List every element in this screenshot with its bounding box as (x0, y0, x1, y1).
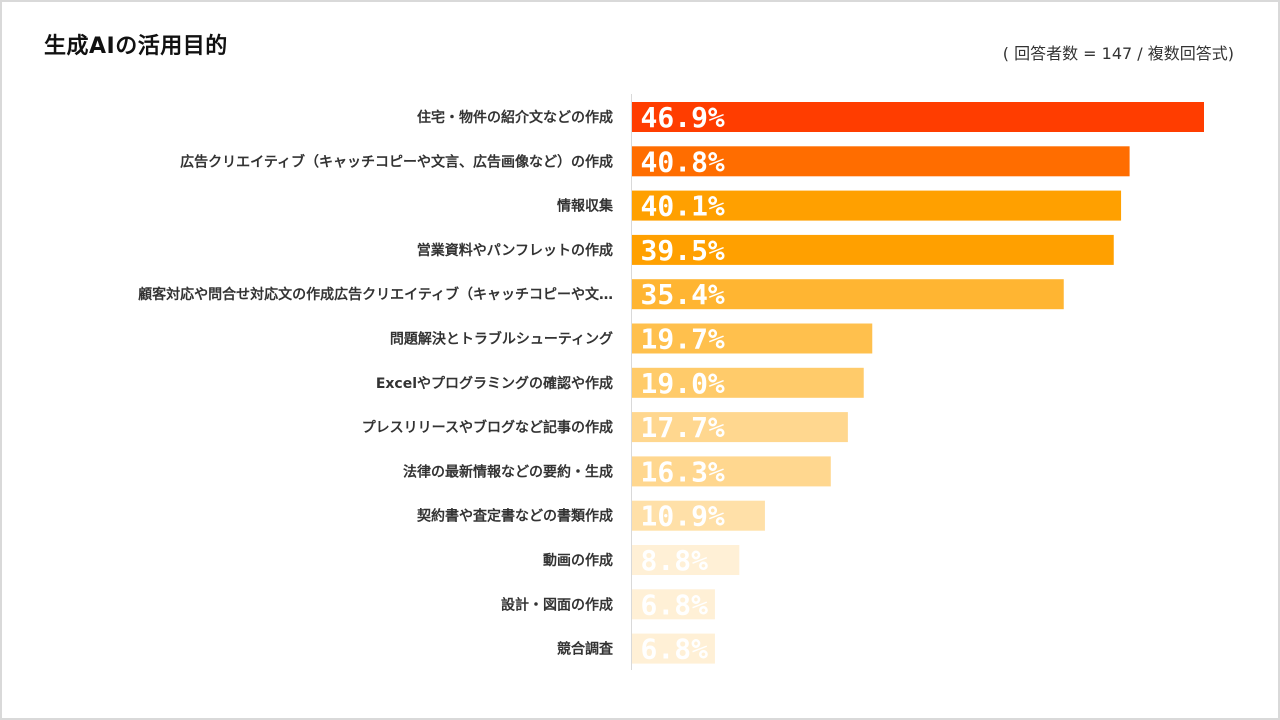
category-label: 法律の最新情報などの要約・生成 (403, 463, 613, 480)
chart-title: 生成AIの活用目的 (44, 34, 228, 59)
category-label: 契約書や査定書などの書類作成 (416, 508, 613, 525)
bar (632, 500, 765, 531)
category-label: Excelやプログラミングの確認や作成 (376, 375, 613, 392)
bar (632, 456, 831, 487)
category-label: 情報収集 (557, 198, 614, 215)
bar (632, 323, 873, 354)
category-label: 設計・図面の作成 (501, 596, 613, 613)
bar (632, 589, 715, 620)
data-label: 35.4% (641, 278, 725, 311)
respondent-note: ( 回答者数 = 147 / 複数回答式) (1002, 44, 1234, 63)
data-label: 8.8% (641, 544, 709, 577)
data-label: 40.8% (641, 145, 725, 178)
category-label: 営業資料やパンフレットの作成 (417, 242, 613, 259)
bar (632, 412, 848, 443)
bar (632, 545, 740, 575)
bar (632, 633, 715, 664)
category-label: 問題解決とトラブルシューティング (390, 331, 613, 348)
data-label: 19.0% (641, 367, 725, 400)
category-label: 広告クリエイティブ（キャッチコピーや文言、広告画像など）の作成 (180, 153, 613, 170)
data-label: 16.3% (641, 455, 725, 488)
bar (632, 190, 1122, 221)
category-label: プレスリリースやブログなど記事の作成 (362, 419, 613, 436)
data-label: 17.7% (641, 411, 725, 444)
bar (632, 102, 1204, 132)
data-label: 39.5% (641, 234, 725, 267)
data-label: 19.7% (641, 323, 725, 356)
data-label: 46.9% (641, 101, 725, 134)
bar (632, 234, 1114, 265)
bar (632, 279, 1064, 310)
category-label: 顧客対応や問合せ対応文の作成広告クリエイティブ（キャッチコピーや文… (138, 286, 613, 303)
data-label: 10.9% (641, 500, 725, 533)
data-label: 6.8% (641, 633, 709, 666)
category-label: 動画の作成 (543, 552, 613, 569)
bar (632, 146, 1130, 177)
data-label: 6.8% (641, 588, 709, 621)
category-label: 住宅・物件の紹介文などの作成 (417, 109, 613, 126)
data-label: 40.1% (641, 190, 725, 223)
category-label: 競合調査 (557, 641, 614, 658)
bar (632, 367, 864, 398)
